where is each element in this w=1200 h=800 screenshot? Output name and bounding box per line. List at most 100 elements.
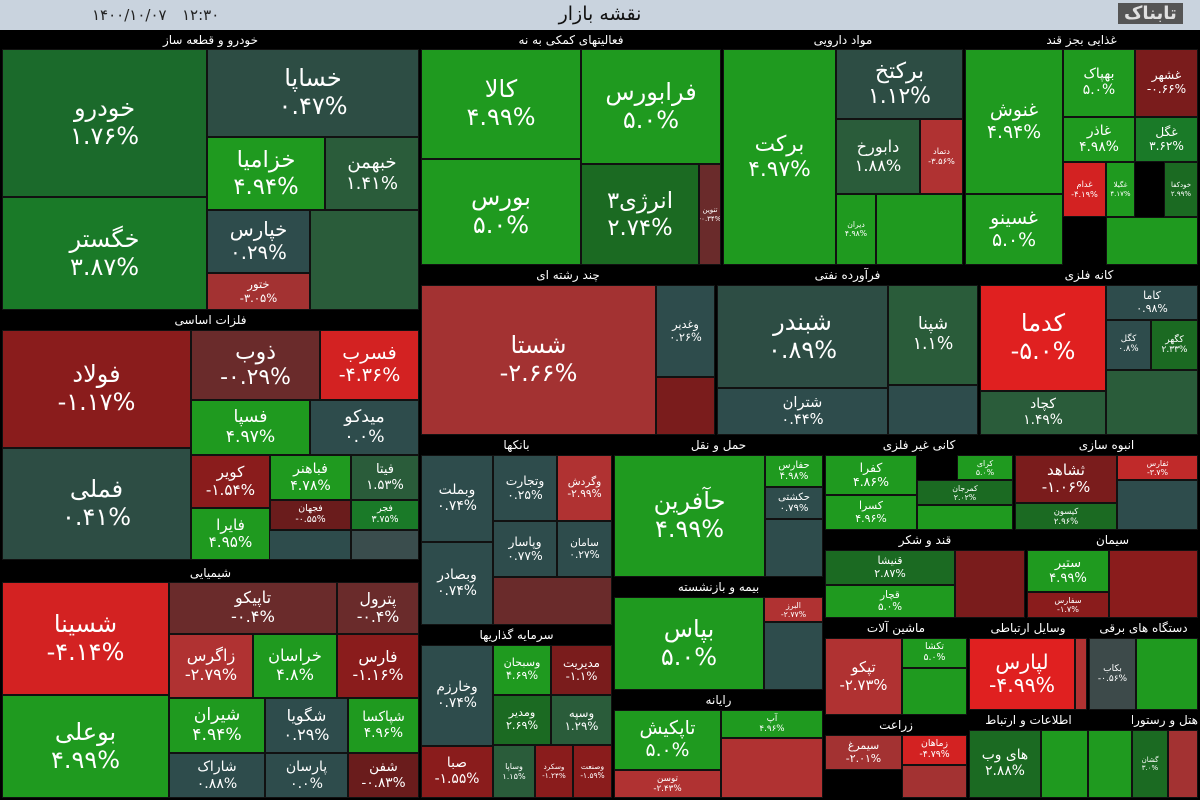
stock-tile: خودرو ۱.۷۶%: [2, 49, 207, 197]
stock-name: توسن: [657, 773, 678, 784]
stock-change: -۲.۰۱%: [845, 751, 882, 765]
stock-name: غنوش: [989, 99, 1039, 121]
sector-title: انبوه سازی: [1078, 438, 1135, 452]
stock-change: ۳.۸۷%: [69, 252, 140, 281]
stock-tile: پترول -۰.۴%: [337, 582, 419, 634]
stock-name: تپکو: [851, 659, 876, 677]
stock-change: -۴.۳۶%: [338, 364, 401, 386]
stock-change: ۴.۹۵%: [208, 533, 253, 551]
minor-tile: [765, 519, 823, 577]
stock-name: کرای: [976, 458, 994, 468]
stock-tile: تپکو -۲.۷۳%: [825, 638, 902, 715]
stock-name: ذوب: [235, 339, 276, 365]
stock-change: ۴.۷۸%: [290, 477, 331, 494]
minor-tile: [1136, 638, 1198, 710]
stock-change: ۰.۸۸%: [196, 775, 238, 792]
stock-tile: قچار ۵.۰%: [825, 585, 955, 618]
stock-change: ۴.۹۸%: [1079, 138, 1119, 155]
stock-tile: زماهان -۴.۷۹%: [902, 735, 967, 765]
stock-tile: غسینو ۵.۰%: [965, 194, 1063, 265]
stock-change: -۳.۵۶%: [928, 155, 955, 166]
stock-tile: برکتخ ۱.۱۲%: [836, 49, 963, 119]
sector-title: اطلاعات و ارتباط: [985, 713, 1072, 727]
stock-tile: سفارس -۱.۷%: [1027, 592, 1109, 618]
stock-name: خگستر: [69, 224, 140, 253]
stock-tile: بپاس ۵.۰%: [614, 597, 764, 690]
sector-title: فعالیتهای کمکی به نه: [518, 33, 624, 47]
stock-tile: میدکو ۰.۰%: [310, 400, 419, 455]
stock-change: ۲.۷۴%: [607, 214, 673, 241]
stock-tile: بوعلی ۴.۹۹%: [2, 695, 169, 798]
stock-change: -۱.۷%: [1057, 604, 1079, 614]
stock-tile: تاپیکو -۰.۴%: [169, 582, 337, 634]
stock-change: -۰.۲۹%: [220, 365, 291, 390]
sector-title: فرآورده نفتی: [814, 268, 881, 282]
stock-name: شتران: [782, 393, 823, 411]
stock-tile: بورس ۵.۰%: [421, 159, 581, 265]
stock-change: ۴.۹۷%: [225, 426, 276, 447]
stock-change: ۰.۹۸%: [1136, 301, 1168, 315]
stock-change: ۲.۸۸%: [985, 763, 1025, 779]
stock-name: فرابورس: [605, 77, 697, 106]
stock-tile: کالا ۴.۹۹%: [421, 49, 581, 159]
minor-tile: [888, 385, 978, 435]
time: ۱۲:۳۰: [182, 6, 220, 24]
stock-name: آپ: [766, 713, 778, 724]
stock-tile: کویر -۱.۵۴%: [191, 455, 270, 508]
stock-tile: فملی ۰.۴۱%: [2, 448, 191, 560]
stock-name: سفارس: [1054, 594, 1082, 605]
stock-tile: کرای ۵.۰%: [957, 455, 1013, 480]
stock-name: خساپا: [284, 64, 342, 93]
stock-name: شپاکسا: [362, 708, 405, 725]
stock-tile: وغدیر ۰.۲۶%: [656, 285, 715, 377]
stock-name: غاذر: [1086, 122, 1112, 139]
stock-change: ۰.۰%: [290, 775, 323, 792]
stock-name: زاگرس: [186, 646, 236, 666]
stock-change: ۴.۹۶%: [855, 511, 887, 525]
stock-name: غدام: [1076, 179, 1093, 189]
sector-title: حمل و نقل: [690, 438, 747, 452]
stock-tile: ثفارس -۳.۷%: [1117, 455, 1198, 480]
sector-title: خودرو و قطعه ساز: [162, 33, 259, 47]
minor-tile: [1041, 730, 1088, 798]
stock-tile: فایرا ۴.۹۵%: [191, 508, 270, 560]
stock-tile: وخارزم ۰.۷۴%: [421, 645, 493, 746]
date: ۱۴۰۰/۱۰/۰۷: [92, 6, 167, 24]
stock-change: ۵.۰%: [472, 211, 530, 239]
stock-change: -۰.۵۵%: [295, 514, 326, 525]
sector-title: شیمیایی: [189, 566, 232, 580]
stock-tile: خساپا ۰.۴۷%: [207, 49, 419, 137]
stock-name: بکاب: [1103, 663, 1122, 674]
stock-tile: حکشتی ۰.۷۹%: [765, 487, 823, 519]
stock-change: -۱.۱۷%: [57, 388, 136, 416]
stock-change: -۴.۱۹%: [1071, 188, 1098, 199]
stock-name: کگل: [1120, 334, 1137, 345]
stock-tile: شفن -۰.۸۳%: [348, 753, 419, 798]
stock-name: کمرجان: [952, 483, 978, 493]
stock-tile: شستا -۲.۶۶%: [421, 285, 656, 435]
stock-change: -۵.۰%: [1010, 337, 1076, 365]
stock-tile: سامان ۰.۲۷%: [557, 521, 612, 577]
stock-tile: گشان ۳.۰%: [1132, 730, 1168, 798]
stock-tile: شگویا ۰.۲۹%: [265, 698, 348, 753]
stock-change: -۰.۶۶%: [1146, 82, 1187, 96]
stock-name: فایرا: [216, 515, 245, 534]
stock-name: دیران: [847, 219, 865, 229]
stock-change: ۴.۹۶%: [363, 724, 404, 741]
stock-tile: دتماد -۳.۵۶%: [920, 119, 963, 194]
stock-name: شیران: [193, 704, 241, 725]
stock-name: تاپیکو: [234, 588, 272, 608]
minor-tile: [351, 530, 419, 560]
stock-name: غسینو: [990, 207, 1038, 229]
stock-change: -۲.۶۶%: [499, 359, 578, 387]
stock-name: برکت: [754, 132, 805, 158]
stock-tile: قنیشا ۲.۸۷%: [825, 550, 955, 585]
stock-change: ۱.۷۶%: [69, 122, 140, 150]
stock-change: ۲.۹۶%: [1053, 515, 1079, 526]
stock-change: -۱.۵۹%: [580, 770, 605, 780]
stock-name: فباهنر: [293, 461, 328, 478]
stock-tile: فرابورس ۵.۰%: [581, 49, 721, 164]
stock-change: -۰.۸۳%: [361, 774, 406, 791]
stock-tile: مدیریت -۱.۱%: [551, 645, 612, 695]
stock-name: ومدیر: [508, 706, 536, 720]
